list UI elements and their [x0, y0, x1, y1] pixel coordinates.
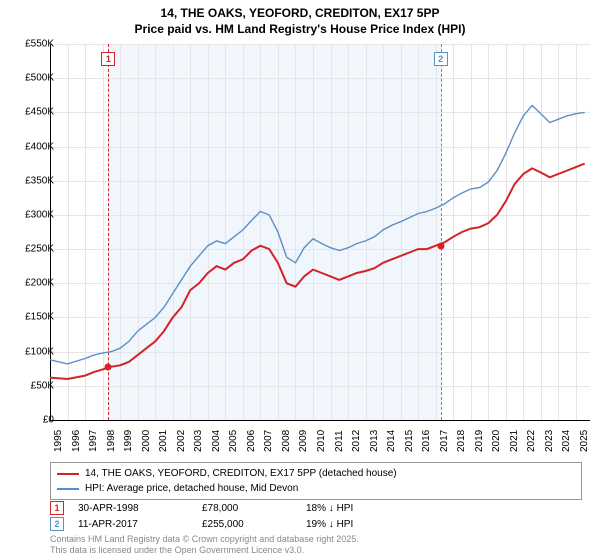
y-axis-tick-label: £0	[14, 415, 54, 426]
x-axis-tick-label: 1997	[88, 430, 99, 452]
x-axis-tick-label: 2005	[228, 430, 239, 452]
y-axis-tick-label: £50K	[14, 380, 54, 391]
x-axis-tick-label: 2012	[351, 430, 362, 452]
y-axis-tick-label: £250K	[14, 244, 54, 255]
footer-line-1: Contains HM Land Registry data © Crown c…	[50, 534, 359, 545]
x-axis-tick-label: 2022	[526, 430, 537, 452]
x-axis-tick-label: 2014	[386, 430, 397, 452]
x-axis-tick-label: 1998	[106, 430, 117, 452]
y-axis-tick-label: £450K	[14, 107, 54, 118]
x-axis-tick-label: 2013	[369, 430, 380, 452]
x-axis-tick-label: 2007	[263, 430, 274, 452]
transaction-row: 2 11-APR-2017 £255,000 19% ↓ HPI	[50, 516, 353, 532]
legend-label-hpi: HPI: Average price, detached house, Mid …	[85, 481, 298, 496]
x-axis-tick-label: 2019	[474, 430, 485, 452]
chart-title-block: 14, THE OAKS, YEOFORD, CREDITON, EX17 5P…	[0, 0, 600, 37]
x-axis-tick-label: 2004	[211, 430, 222, 452]
x-axis-tick-label: 2006	[246, 430, 257, 452]
x-axis-tick-label: 2000	[141, 430, 152, 452]
legend-item-hpi: HPI: Average price, detached house, Mid …	[57, 481, 575, 496]
x-axis-tick-label: 2001	[158, 430, 169, 452]
x-axis-tick-label: 2003	[193, 430, 204, 452]
footer-attribution: Contains HM Land Registry data © Crown c…	[50, 534, 359, 556]
x-axis-tick-label: 2021	[509, 430, 520, 452]
y-axis-tick-label: £100K	[14, 346, 54, 357]
chart-lines	[50, 44, 590, 420]
x-axis-tick-label: 1996	[71, 430, 82, 452]
x-axis-tick-label: 2010	[316, 430, 327, 452]
transaction-price: £255,000	[202, 519, 292, 530]
x-axis-tick-label: 2025	[579, 430, 590, 452]
x-axis-tick-label: 2009	[298, 430, 309, 452]
sale-dot	[437, 242, 444, 249]
transaction-delta: 19% ↓ HPI	[306, 519, 353, 530]
sale-dot	[105, 363, 112, 370]
series-line-hpi	[50, 106, 585, 364]
y-axis-tick-label: £550K	[14, 39, 54, 50]
x-axis-tick-label: 2018	[456, 430, 467, 452]
x-axis-tick-label: 2008	[281, 430, 292, 452]
title-line-2: Price paid vs. HM Land Registry's House …	[0, 22, 600, 38]
transaction-table: 1 30-APR-1998 £78,000 18% ↓ HPI 2 11-APR-2017…	[50, 500, 353, 532]
y-axis-tick-label: £350K	[14, 175, 54, 186]
x-axis-tick-label: 2017	[439, 430, 450, 452]
footer-line-2: This data is licensed under the Open Gov…	[50, 545, 359, 556]
legend-swatch-hpi	[57, 488, 79, 490]
transaction-row: 1 30-APR-1998 £78,000 18% ↓ HPI	[50, 500, 353, 516]
chart-container: 14, THE OAKS, YEOFORD, CREDITON, EX17 5P…	[0, 0, 600, 560]
y-axis-tick-label: £150K	[14, 312, 54, 323]
transaction-delta: 18% ↓ HPI	[306, 503, 353, 514]
x-axis-tick-label: 2015	[404, 430, 415, 452]
legend-label-property: 14, THE OAKS, YEOFORD, CREDITON, EX17 5P…	[85, 466, 397, 481]
x-axis-line	[50, 420, 590, 421]
series-line-property	[50, 164, 585, 379]
y-axis-tick-label: £400K	[14, 141, 54, 152]
transaction-badge: 1	[50, 501, 64, 515]
x-axis-tick-label: 2020	[491, 430, 502, 452]
legend-swatch-property	[57, 473, 79, 475]
transaction-date: 30-APR-1998	[78, 503, 188, 514]
transaction-date: 11-APR-2017	[78, 519, 188, 530]
y-axis-tick-label: £500K	[14, 73, 54, 84]
x-axis-tick-label: 2023	[544, 430, 555, 452]
x-axis-tick-label: 2016	[421, 430, 432, 452]
title-line-1: 14, THE OAKS, YEOFORD, CREDITON, EX17 5P…	[0, 6, 600, 22]
transaction-price: £78,000	[202, 503, 292, 514]
x-axis-tick-label: 1999	[123, 430, 134, 452]
x-axis-tick-label: 2002	[176, 430, 187, 452]
transaction-badge: 2	[50, 517, 64, 531]
legend: 14, THE OAKS, YEOFORD, CREDITON, EX17 5P…	[50, 462, 582, 500]
x-axis-tick-label: 2024	[561, 430, 572, 452]
x-axis-tick-label: 1995	[53, 430, 64, 452]
x-axis-tick-label: 2011	[334, 430, 345, 452]
y-axis-tick-label: £200K	[14, 278, 54, 289]
y-axis-tick-label: £300K	[14, 209, 54, 220]
chart-plot-area: 12	[50, 44, 590, 420]
legend-item-property: 14, THE OAKS, YEOFORD, CREDITON, EX17 5P…	[57, 466, 575, 481]
